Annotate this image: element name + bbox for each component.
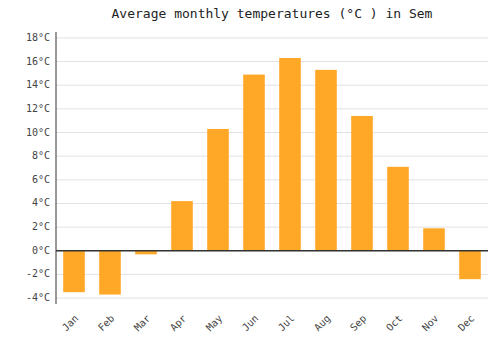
y-tick-label: 18°C bbox=[26, 32, 50, 43]
y-tick-label: 10°C bbox=[26, 127, 50, 138]
bar bbox=[99, 251, 121, 295]
x-tick-label: Aug bbox=[312, 313, 333, 334]
grid-line bbox=[56, 179, 488, 180]
grid-line bbox=[56, 203, 488, 204]
grid-line bbox=[56, 274, 488, 275]
x-tick-label: Nov bbox=[420, 313, 441, 334]
y-axis-line bbox=[56, 32, 57, 304]
chart-svg: Average monthly temperatures (°C ) in Se… bbox=[0, 0, 500, 350]
y-tick-label: 8°C bbox=[32, 150, 50, 161]
bar bbox=[459, 251, 481, 279]
chart-title: Average monthly temperatures (°C ) in Se… bbox=[112, 6, 433, 21]
bar bbox=[387, 167, 409, 251]
x-tick-label: Feb bbox=[96, 313, 117, 334]
y-tick-label: 4°C bbox=[32, 197, 50, 208]
bar bbox=[171, 201, 193, 251]
y-tick-label: 0°C bbox=[32, 245, 50, 256]
bar bbox=[315, 70, 337, 251]
bars bbox=[63, 58, 481, 295]
y-tick-label: 6°C bbox=[32, 174, 50, 185]
x-tick-label: Jan bbox=[60, 313, 81, 334]
y-tick-label: 12°C bbox=[26, 103, 50, 114]
x-tick-label: Apr bbox=[168, 313, 189, 334]
grid-line bbox=[56, 156, 488, 157]
grid-line bbox=[56, 298, 488, 299]
grid bbox=[56, 38, 488, 298]
y-tick-label: 16°C bbox=[26, 56, 50, 67]
grid-line bbox=[56, 227, 488, 228]
x-tick-label: Jul bbox=[276, 313, 297, 334]
bar bbox=[207, 129, 229, 251]
y-tick-label: -2°C bbox=[26, 268, 50, 279]
grid-line bbox=[56, 37, 488, 38]
grid-line bbox=[56, 132, 488, 133]
grid-line bbox=[56, 85, 488, 86]
bar bbox=[423, 228, 445, 250]
x-tick-label: May bbox=[204, 313, 225, 334]
x-tick-label: Jun bbox=[240, 313, 261, 334]
grid-line bbox=[56, 61, 488, 62]
y-tick-label: 14°C bbox=[26, 79, 50, 90]
chart-container: Average monthly temperatures (°C ) in Se… bbox=[0, 0, 500, 350]
bar bbox=[351, 116, 373, 251]
bar bbox=[243, 75, 265, 251]
y-tick-label: -4°C bbox=[26, 292, 50, 303]
x-tick-label: Mar bbox=[132, 313, 153, 334]
y-tick-label: 2°C bbox=[32, 221, 50, 232]
bar bbox=[63, 251, 85, 292]
x-tick-label: Sep bbox=[348, 313, 369, 334]
x-tick-label: Oct bbox=[384, 313, 405, 334]
grid-line bbox=[56, 108, 488, 109]
grid-line bbox=[56, 250, 488, 251]
zero-line bbox=[56, 250, 488, 252]
bar bbox=[279, 58, 301, 251]
x-tick-label: Dec bbox=[456, 313, 477, 334]
